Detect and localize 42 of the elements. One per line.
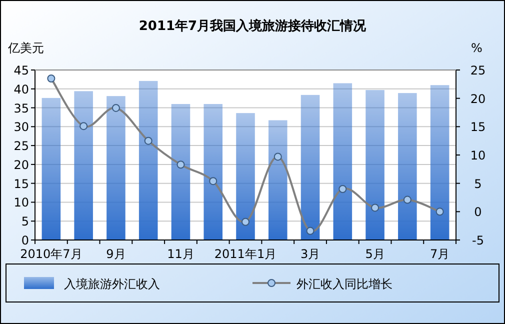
- bar: [106, 96, 126, 240]
- bar: [366, 90, 384, 240]
- bar: [204, 104, 223, 240]
- x-tick-label: 11月: [167, 247, 194, 261]
- bar: [236, 113, 255, 240]
- y-tick-label: 30: [14, 120, 29, 134]
- x-tick-label: 5月: [365, 247, 385, 261]
- chart-title: 2011年7月我国入境旅游接待收汇情况: [138, 18, 368, 34]
- y2-tick-label: 0: [474, 205, 482, 220]
- y2-tick-label: 10: [470, 148, 486, 162]
- y2-tick-label: -5: [472, 234, 484, 248]
- x-tick-label: 7月: [430, 247, 450, 261]
- y2-tick-label: 5: [474, 176, 482, 191]
- x-tick-label: 2011年1月: [214, 247, 277, 261]
- legend-label: 入境旅游外汇收入: [64, 277, 160, 291]
- y-tick-label: 35: [14, 101, 29, 116]
- y-tick-label: 20: [14, 158, 29, 172]
- y-tick-label: 45: [14, 64, 29, 78]
- y-tick-label: 25: [14, 139, 29, 154]
- x-tick-label: 3月: [300, 247, 320, 261]
- bar: [268, 120, 288, 240]
- y-axis-title: 亿美元: [7, 41, 44, 55]
- bar: [171, 104, 190, 240]
- x-tick-label: 2010年7月: [20, 247, 82, 261]
- bar: [300, 94, 320, 240]
- y2-axis-title: %: [471, 41, 482, 55]
- bar: [42, 98, 61, 240]
- y2-tick-label: 15: [470, 120, 486, 134]
- y2-tick-label: 20: [470, 92, 486, 106]
- bar: [430, 85, 450, 240]
- y2-tick-label: 25: [470, 64, 486, 78]
- y-tick-label: 5: [21, 214, 29, 229]
- y-tick-label: 15: [14, 176, 29, 191]
- y-tick-label: 40: [14, 82, 29, 96]
- y-tick-label: 0: [21, 234, 29, 248]
- bar: [333, 83, 352, 240]
- x-tick-label: 9月: [106, 247, 126, 261]
- legend-label: 外汇收入同比增长: [296, 277, 392, 291]
- y-tick-label: 10: [14, 196, 29, 210]
- bar: [74, 91, 93, 240]
- bar: [138, 80, 158, 240]
- bar: [398, 93, 417, 240]
